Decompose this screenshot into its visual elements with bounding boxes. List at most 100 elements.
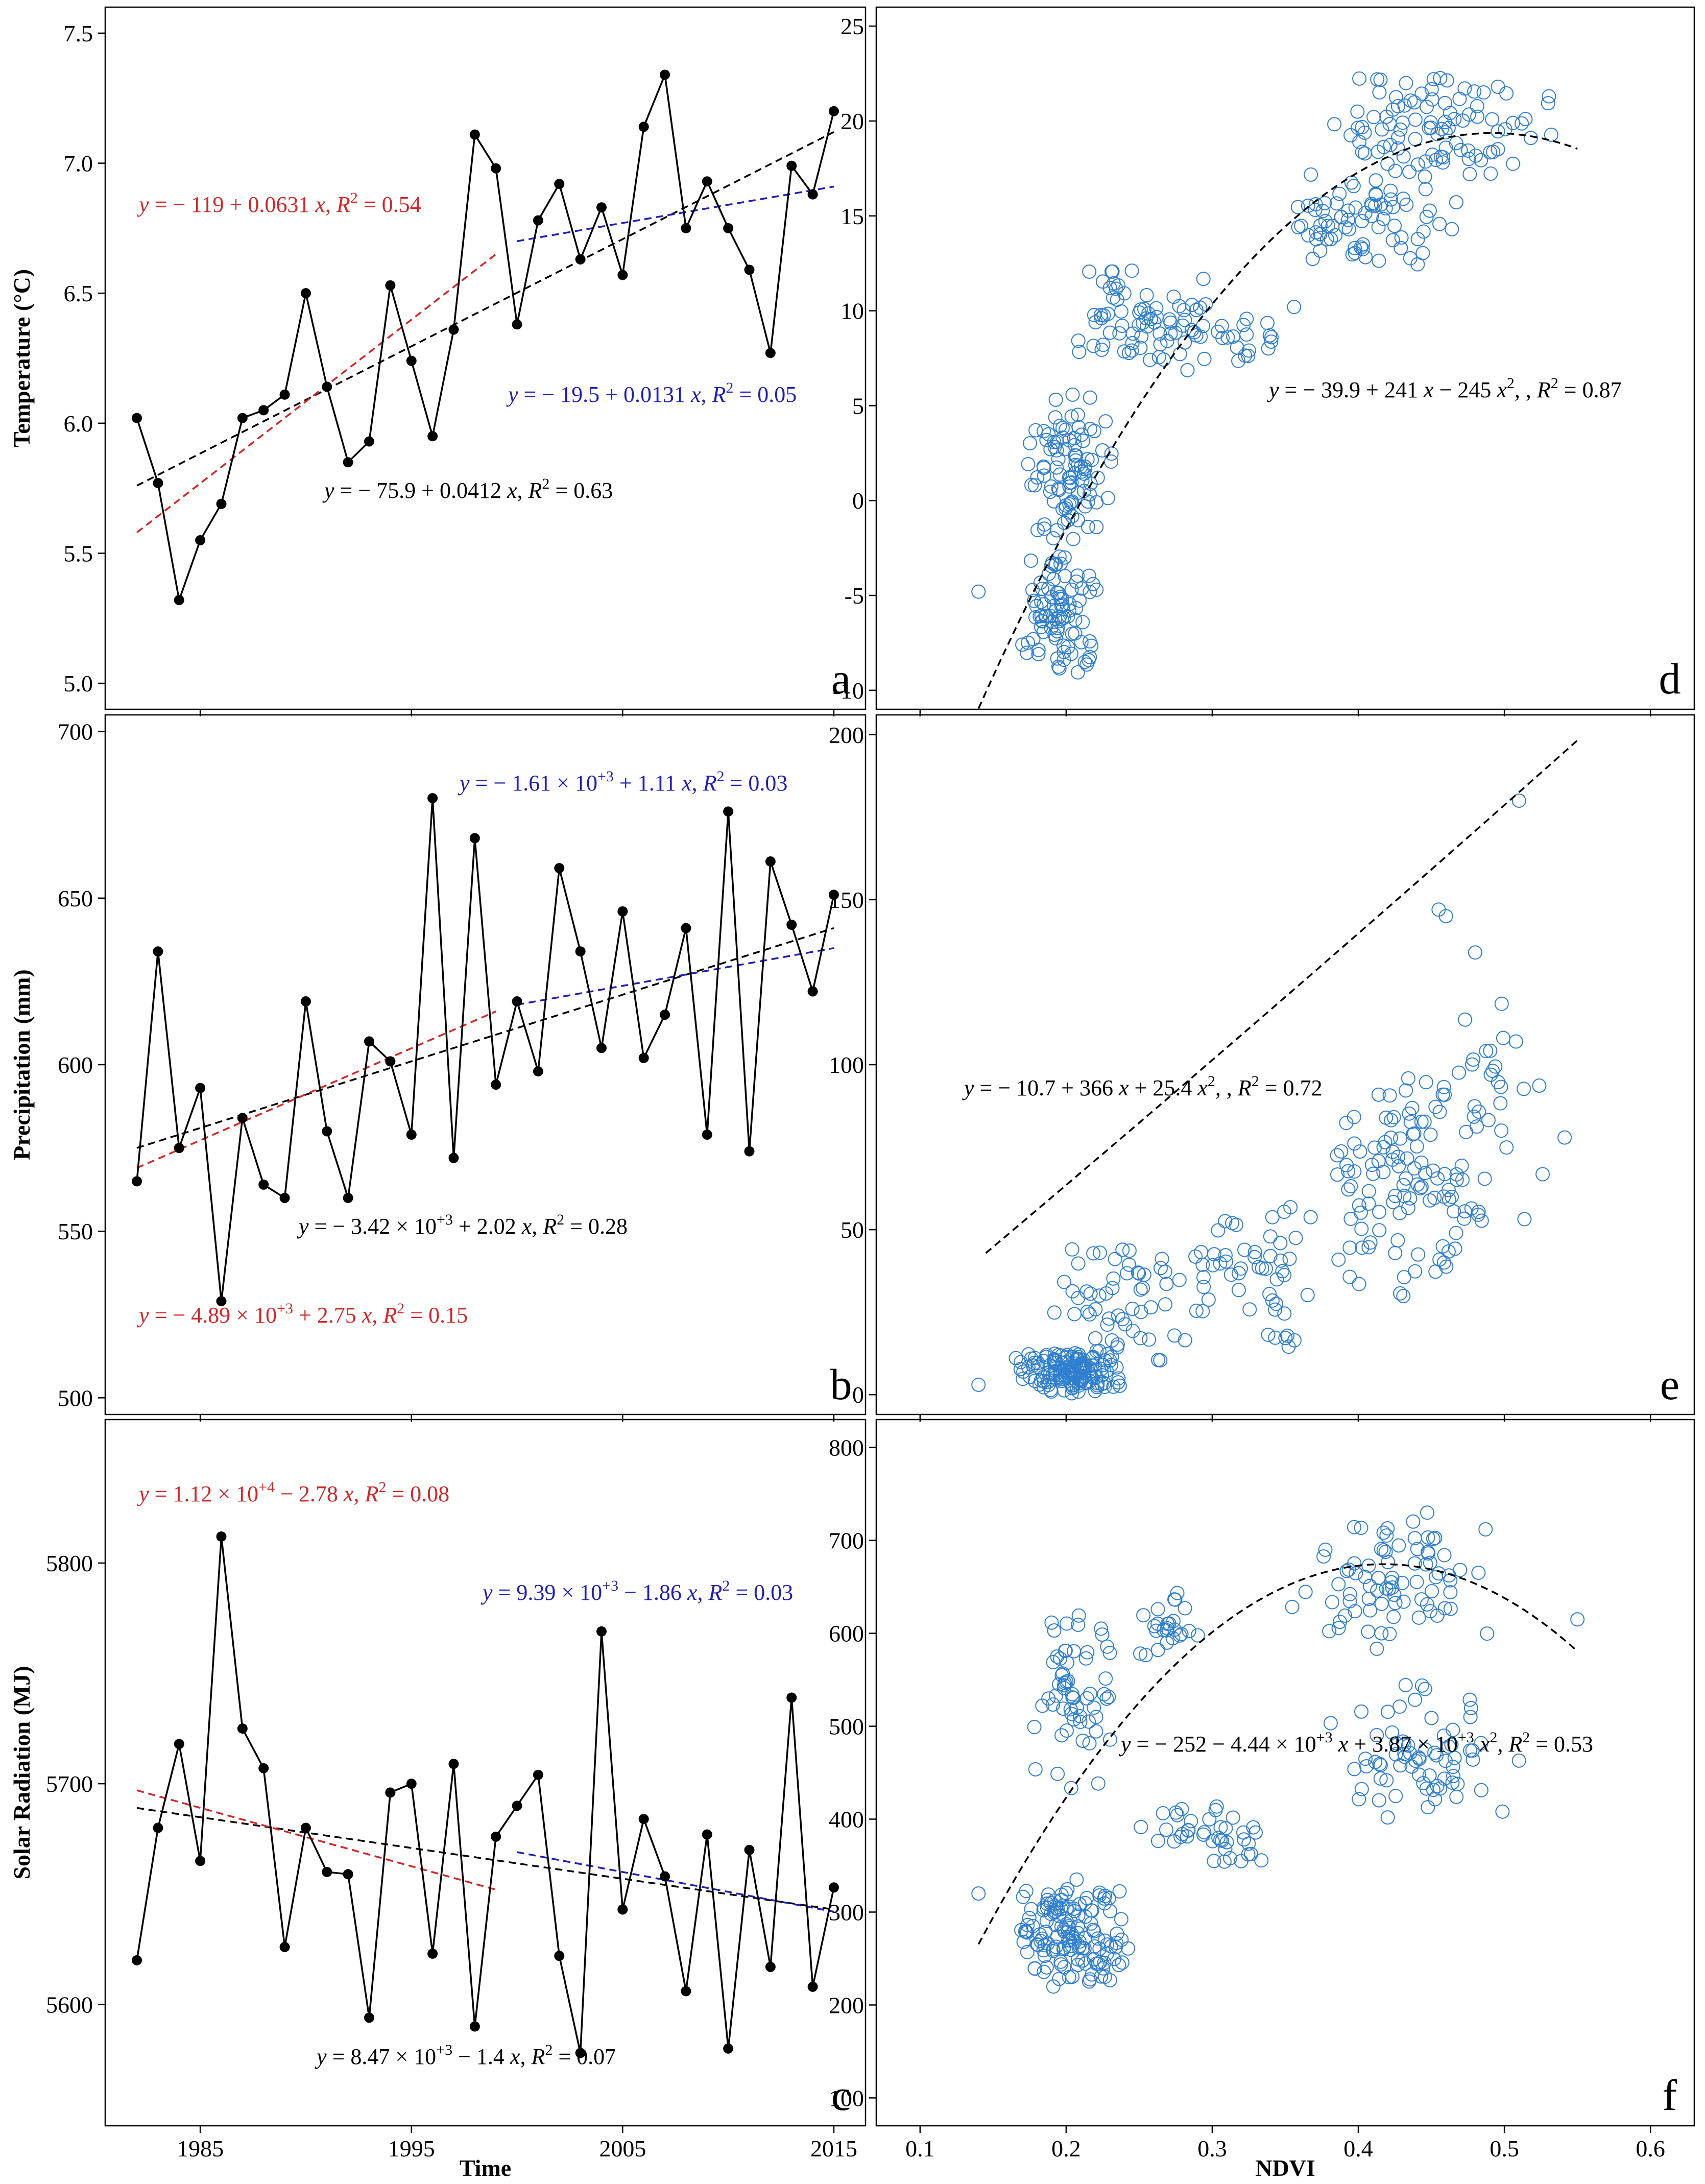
scatter-point <box>1418 182 1433 197</box>
scatter-point <box>1087 1952 1101 1966</box>
scatter-point <box>1354 240 1368 255</box>
data-point <box>617 1904 628 1915</box>
panel-letter: d <box>1659 654 1681 703</box>
data-point <box>533 215 543 226</box>
data-point <box>765 1961 776 1972</box>
y-tick-label: 550 <box>58 1218 93 1244</box>
data-point <box>300 1822 311 1833</box>
scatter-point <box>1048 392 1063 407</box>
scatter-point <box>1406 1514 1421 1529</box>
scatter-point <box>1052 1972 1067 1986</box>
data-point <box>237 413 248 423</box>
scatter-point <box>1167 1328 1182 1343</box>
scatter-point <box>1098 414 1113 429</box>
scatter-point <box>1409 1575 1424 1590</box>
scatter-point <box>1418 169 1432 184</box>
scatter-point <box>1432 217 1447 231</box>
scatter-point <box>1027 478 1042 493</box>
scatter-point <box>1275 1264 1290 1279</box>
scatter-point <box>1154 1261 1168 1276</box>
scatter-point <box>1288 1231 1303 1245</box>
scatter-point <box>1037 517 1052 532</box>
scatter-point <box>1072 1934 1087 1949</box>
scatter-point <box>1285 1599 1300 1614</box>
scatter-point <box>1416 224 1431 239</box>
scatter-point <box>1217 1854 1232 1869</box>
scatter-point <box>1087 1358 1102 1373</box>
scatter-point <box>1374 1542 1388 1556</box>
scatter-point <box>1264 330 1279 345</box>
scatter-point <box>1414 1114 1429 1129</box>
data-point <box>807 1981 818 1992</box>
scatter-point <box>1461 107 1476 122</box>
scatter-point <box>1025 583 1040 597</box>
scatter-point <box>1059 498 1073 513</box>
scatter-point <box>1039 1960 1054 1975</box>
scatter-point <box>1136 1608 1151 1623</box>
data-point <box>554 1951 565 1961</box>
scatter-point <box>1163 315 1178 330</box>
scatter-point <box>1193 300 1208 315</box>
scatter-point <box>1355 1240 1370 1255</box>
scatter-point <box>1096 1961 1111 1976</box>
y-axis-title: Solar Radiation (MJ) <box>9 1666 35 1879</box>
scatter-point <box>1420 1597 1434 1612</box>
scatter-point <box>1347 1520 1361 1534</box>
scatter-point <box>1111 1308 1125 1323</box>
scatter-point <box>1426 72 1441 87</box>
scatter-point <box>1461 152 1476 166</box>
scatter-point <box>1505 115 1520 130</box>
y-tick-label: 700 <box>58 719 93 745</box>
scatter-point <box>1089 1724 1103 1739</box>
scatter-point <box>1316 1549 1331 1564</box>
data-point <box>638 1052 649 1063</box>
scatter-point <box>1422 1768 1437 1783</box>
scatter-point <box>1423 115 1438 130</box>
scatter-point <box>1030 1356 1045 1371</box>
scatter-point <box>1433 70 1448 85</box>
y-tick-label: 7.0 <box>64 151 93 177</box>
scatter-point <box>1058 1675 1072 1690</box>
scatter-point <box>1035 1698 1050 1713</box>
scatter-point <box>1051 451 1066 466</box>
x-tick-label: 0.3 <box>1197 2135 1227 2162</box>
scatter-point <box>1423 1193 1437 1208</box>
scatter-point <box>971 584 986 599</box>
scatter-point <box>1100 1347 1115 1361</box>
data-point <box>132 1955 142 1965</box>
scatter-point <box>1106 1379 1121 1394</box>
scatter-point <box>1413 1181 1428 1196</box>
scatter-point <box>1491 1075 1505 1090</box>
scatter-point <box>1379 1581 1394 1596</box>
scatter-point <box>1066 532 1080 546</box>
scatter-point <box>1470 109 1485 124</box>
scatter-point <box>1342 1587 1357 1601</box>
scatter-point <box>1449 1226 1463 1240</box>
y-tick-label: 25 <box>841 13 864 39</box>
scatter-point <box>1064 1781 1078 1795</box>
data-point <box>448 324 459 335</box>
scatter-point <box>1125 335 1140 350</box>
y-axis-title: Precipitation (mm) <box>9 969 35 1160</box>
scatter-point <box>1390 99 1405 114</box>
scatter-point <box>1403 93 1418 108</box>
scatter-point <box>1301 228 1316 243</box>
scatter-point <box>1080 452 1095 467</box>
scatter-point <box>1015 637 1030 652</box>
scatter-point <box>1418 1682 1432 1696</box>
scatter-point <box>1064 582 1079 597</box>
scatter-point <box>1403 1115 1418 1130</box>
scatter-point <box>1496 1030 1510 1045</box>
scatter-point <box>1168 325 1183 340</box>
data-point <box>385 1056 396 1067</box>
scatter-point <box>1428 1264 1443 1279</box>
scatter-point <box>1383 183 1398 198</box>
scatter-point <box>1104 1333 1119 1348</box>
scatter-point <box>1532 1078 1547 1093</box>
data-point <box>469 2021 480 2032</box>
scatter-point <box>1201 1292 1216 1307</box>
scatter-point <box>1125 1302 1140 1316</box>
scatter-point <box>1457 81 1472 96</box>
scatter-point <box>1071 333 1086 348</box>
